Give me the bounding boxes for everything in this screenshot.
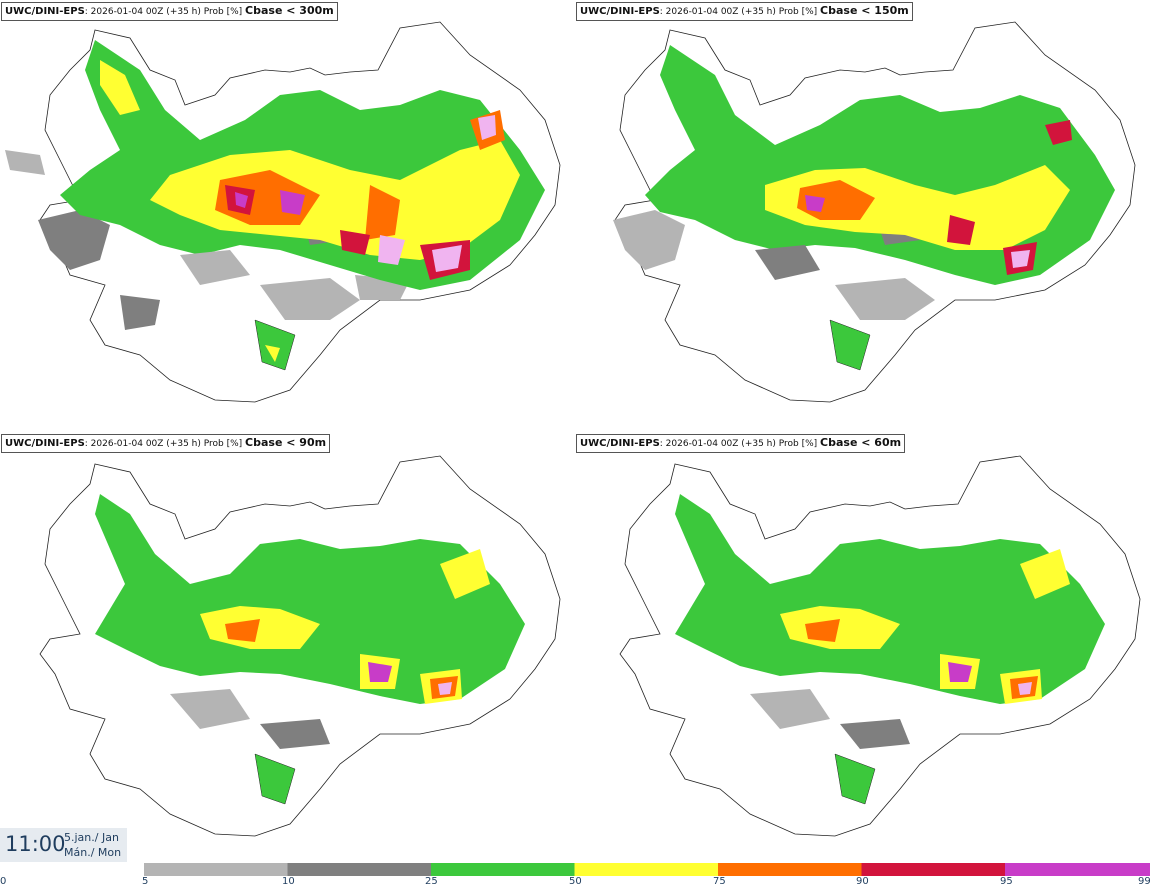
valid-weekday: Mán./ Mon [64,846,122,859]
panel-title: UWC/DINI-EPS: 2026-01-04 00Z (+35 h) Pro… [576,434,906,453]
iceland-probability-map [612,21,1136,403]
colorbar-tick-label: 99 [1138,876,1150,887]
iceland-probability-map [39,455,561,837]
colorbar-segment [1148,863,1150,876]
panel-title: UWC/DINI-EPS: 2026-01-04 00Z (+35 h) Pro… [576,2,913,21]
colorbar-tick-label: 50 [569,876,582,887]
map-panel-cbase-90: UWC/DINI-EPS: 2026-01-04 00Z (+35 h) Pro… [0,432,575,864]
map-panel-cbase-60: UWC/DINI-EPS: 2026-01-04 00Z (+35 h) Pro… [575,432,1150,864]
colorbar-tick-label: 10 [282,876,295,887]
colorbar-segment [287,863,431,876]
colorbar-tick-label: 95 [1000,876,1013,887]
colorbar-segment [431,863,575,876]
colorbar-segment [718,863,862,876]
colorbar-tick-label: 25 [425,876,438,887]
iceland-probability-map [619,455,1141,837]
panel-title: UWC/DINI-EPS: 2026-01-04 00Z (+35 h) Pro… [1,434,331,453]
valid-time: 11:00 [5,832,66,856]
colorbar-segment [861,863,1005,876]
map-panel-cbase-150: UWC/DINI-EPS: 2026-01-04 00Z (+35 h) Pro… [575,0,1150,432]
colorbar-tick-label: 75 [713,876,726,887]
probability-colorbar [144,863,1150,876]
colorbar-segment [1005,863,1149,876]
valid-date: 5.jan./ Jan [64,831,119,844]
colorbar-segment [144,863,288,876]
colorbar-segment [574,863,718,876]
colorbar-tick-label: 5 [142,876,149,887]
colorbar-tick-label: 0 [0,876,7,887]
iceland-probability-map [4,21,561,403]
colorbar-tick-label: 90 [856,876,869,887]
panel-title: UWC/DINI-EPS: 2026-01-04 00Z (+35 h) Pro… [1,2,338,21]
map-panel-cbase-300: UWC/DINI-EPS: 2026-01-04 00Z (+35 h) Pro… [0,0,575,432]
valid-time-box: 11:00 5.jan./ Jan Mán./ Mon [0,828,127,862]
